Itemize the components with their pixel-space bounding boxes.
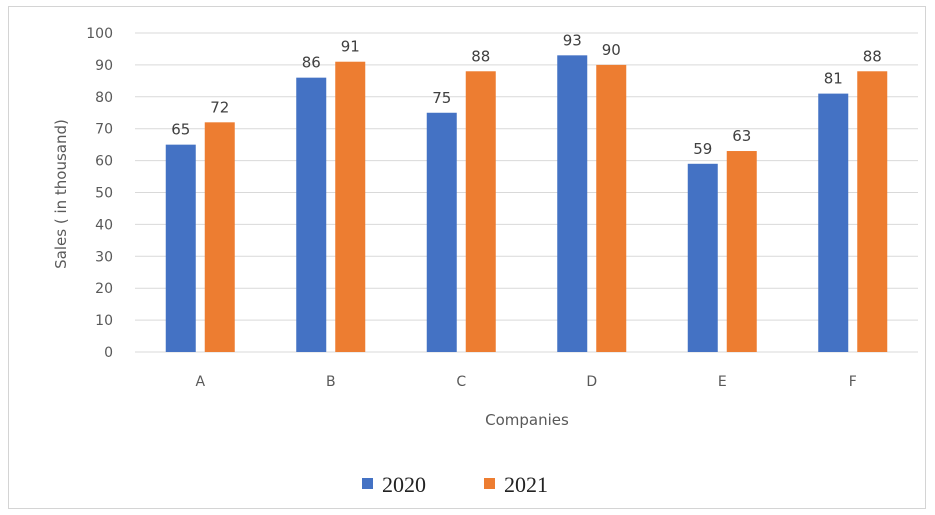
bar-F-2020	[818, 93, 849, 353]
data-label: 81	[824, 70, 843, 88]
data-label: 63	[732, 127, 751, 145]
y-tick-label: 50	[95, 186, 113, 202]
x-tick-label: A	[195, 374, 205, 390]
legend-label: 2021	[504, 472, 548, 497]
legend: 2020 2021	[362, 472, 548, 497]
y-tick-label: 60	[95, 154, 113, 170]
bar-D-2020	[557, 55, 588, 353]
y-tick-label: 80	[95, 90, 113, 106]
bar-E-2021	[726, 151, 757, 352]
bar-C-2020	[426, 112, 457, 352]
y-tick-label: 90	[95, 58, 113, 74]
legend-swatch-2021	[484, 478, 495, 489]
x-axis-ticks: A B C D E F	[195, 374, 856, 390]
y-tick-label: 10	[95, 313, 113, 329]
bar-C-2021	[465, 71, 496, 352]
bar-F-2021	[857, 71, 888, 352]
data-label: 72	[210, 98, 229, 116]
data-label: 93	[563, 31, 582, 49]
data-label: 65	[171, 121, 190, 139]
data-labels: 65 72 86 91 75 88 93 90 59 63 81 88	[171, 31, 882, 157]
data-label: 86	[302, 54, 321, 72]
data-label: 59	[693, 140, 712, 158]
y-tick-label: 20	[95, 281, 113, 297]
legend-label: 2020	[382, 472, 426, 497]
x-tick-label: F	[849, 374, 857, 390]
x-tick-label: C	[456, 374, 466, 390]
y-tick-label: 30	[95, 249, 113, 265]
y-tick-label: 0	[104, 345, 113, 361]
bar-B-2021	[335, 61, 366, 353]
data-label: 75	[432, 89, 451, 107]
y-axis-ticks: 0 10 20 30 40 50 60 70 80 90 100	[86, 26, 113, 361]
bars	[165, 55, 888, 353]
bar-B-2020	[296, 77, 327, 352]
bar-A-2020	[165, 144, 196, 352]
x-tick-label: E	[718, 374, 727, 390]
x-tick-label: B	[326, 374, 336, 390]
bar-A-2021	[204, 122, 235, 352]
y-axis-title: Sales ( in thousand)	[52, 119, 70, 269]
bar-E-2020	[687, 163, 718, 352]
x-axis-title: Companies	[485, 411, 569, 429]
y-tick-label: 40	[95, 217, 113, 233]
bar-D-2021	[596, 64, 627, 353]
legend-swatch-2020	[362, 478, 373, 489]
y-tick-label: 100	[86, 26, 113, 42]
data-label: 91	[341, 38, 360, 56]
data-label: 88	[471, 47, 490, 65]
data-label: 88	[863, 47, 882, 65]
gridlines	[135, 32, 918, 353]
data-label: 90	[602, 41, 621, 59]
x-tick-label: D	[586, 374, 597, 390]
y-tick-label: 70	[95, 122, 113, 138]
